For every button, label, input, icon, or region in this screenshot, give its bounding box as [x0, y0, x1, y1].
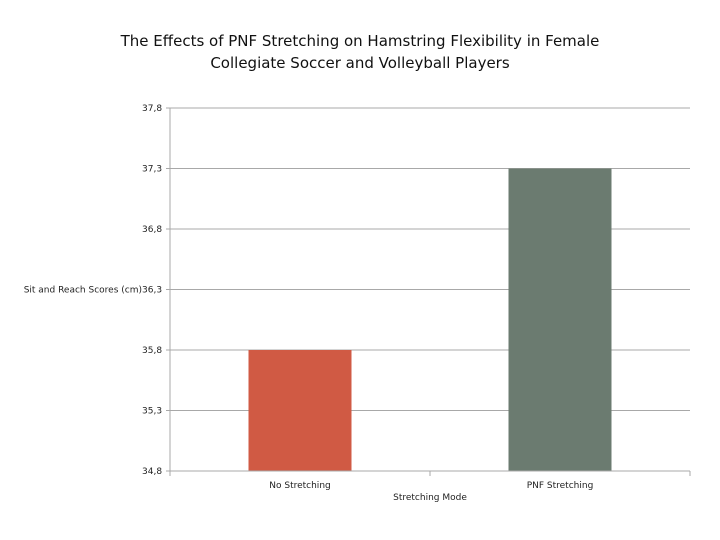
y-tick-label: 37,3 — [142, 165, 162, 175]
y-tick-labels: 37,8 37,3 36,8 36,3 35,8 35,3 34,8 — [142, 104, 162, 477]
bar — [508, 168, 612, 471]
bar — [248, 350, 352, 471]
chart-title-line-2: Collegiate Soccer and Volleyball Players — [210, 54, 510, 72]
x-category-label: PNF Stretching — [527, 481, 594, 491]
chart-title: The Effects of PNF Stretching on Hamstri… — [40, 30, 680, 74]
y-tick-label: 35,3 — [142, 407, 162, 417]
x-category-label: No Stretching — [269, 481, 330, 491]
y-tick-label: 36,8 — [142, 225, 162, 235]
x-category-labels: No Stretching PNF Stretching — [269, 481, 593, 491]
y-tick-label: 36,3 — [142, 286, 162, 296]
x-axis-label: Stretching Mode — [393, 493, 467, 503]
axes — [169, 108, 691, 476]
chart-title-line-1: The Effects of PNF Stretching on Hamstri… — [120, 32, 600, 50]
y-axis-label: Sit and Reach Scores (cm) — [24, 286, 142, 296]
bars — [248, 168, 612, 471]
y-tick-label: 34,8 — [142, 467, 162, 477]
y-tick-label: 35,8 — [142, 346, 162, 356]
y-tick-label: 37,8 — [142, 104, 162, 114]
